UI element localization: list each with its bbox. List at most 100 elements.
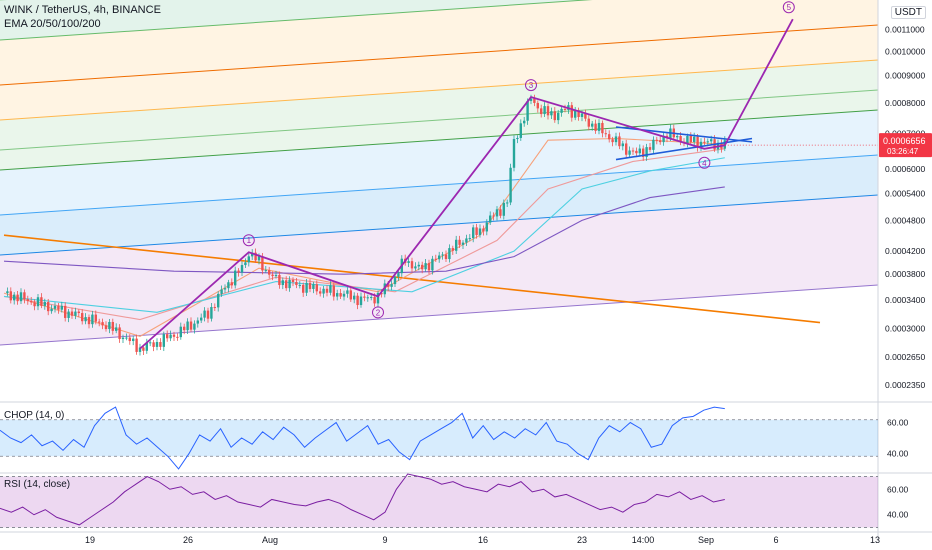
currency-button[interactable]: USDT — [890, 6, 926, 19]
candle — [376, 292, 380, 304]
candle — [618, 136, 621, 147]
candle — [431, 258, 434, 271]
candle — [125, 337, 128, 339]
candle — [193, 323, 196, 330]
indicator-line — [0, 406, 725, 470]
candle — [635, 150, 638, 154]
y-tick-label: 0.0003800 — [885, 269, 925, 279]
candle — [206, 310, 210, 319]
candle — [159, 342, 162, 347]
candle — [268, 270, 271, 275]
candle — [302, 284, 305, 293]
candle — [699, 141, 703, 148]
candle — [519, 123, 522, 138]
candle — [465, 238, 468, 243]
candle — [223, 288, 227, 290]
ema-line-4 — [3, 186, 725, 275]
candle — [176, 336, 179, 338]
candle — [472, 227, 475, 239]
x-tick-label: 19 — [85, 535, 95, 545]
candle — [424, 263, 427, 270]
price-badge-value: 0.0006656 — [883, 136, 926, 146]
y-tick-label: 0.0002350 — [885, 380, 925, 390]
candle — [145, 342, 148, 351]
x-tick-label: 13 — [870, 535, 880, 545]
y-tick-label: 0.0004200 — [885, 246, 925, 256]
candle — [468, 238, 471, 240]
candle — [441, 254, 444, 256]
candle — [625, 143, 628, 155]
indicator-line — [0, 473, 725, 526]
candle — [329, 285, 332, 293]
candle — [370, 296, 373, 298]
candle — [438, 255, 441, 260]
price-badge-countdown: 03:26:47 — [887, 147, 919, 156]
candle — [482, 228, 485, 232]
candle — [13, 294, 16, 301]
candle — [509, 167, 512, 203]
candle — [648, 147, 652, 150]
candle — [591, 123, 594, 127]
candle — [19, 292, 23, 302]
candle — [70, 311, 74, 316]
candle — [655, 139, 658, 141]
candle — [6, 291, 9, 294]
candle — [217, 293, 220, 308]
candle — [81, 313, 84, 322]
candle — [84, 317, 87, 322]
candle — [53, 305, 57, 309]
channel-line — [0, 194, 879, 256]
candle — [577, 111, 580, 118]
candle — [563, 108, 567, 110]
candle — [608, 134, 611, 140]
candle — [98, 321, 101, 323]
candle — [298, 284, 301, 286]
candle — [448, 248, 451, 260]
y-tick-label: 0.0009000 — [885, 71, 925, 81]
indicator-tick: 40.00 — [887, 448, 909, 458]
candle — [662, 135, 665, 143]
candle — [247, 256, 250, 263]
y-tick-label: 0.0004800 — [885, 215, 925, 225]
channel-band — [0, 0, 878, 120]
indicator-tick: 60.00 — [887, 418, 909, 428]
x-tick-label: 6 — [773, 535, 778, 545]
candle — [621, 143, 624, 147]
candle — [336, 293, 339, 297]
candle — [40, 297, 43, 306]
candle — [254, 252, 257, 261]
candle — [427, 263, 431, 271]
y-tick-label: 0.0002650 — [885, 352, 925, 362]
price-badge — [879, 133, 932, 158]
channel-band — [0, 60, 878, 170]
wave-label-ring — [698, 156, 711, 169]
candle — [237, 270, 240, 273]
candle — [295, 282, 298, 286]
candle — [451, 248, 454, 251]
candle — [363, 296, 366, 298]
candle — [458, 239, 461, 245]
candle — [278, 274, 281, 286]
candle — [9, 291, 12, 301]
wave-label-ring — [242, 234, 255, 247]
candle — [281, 280, 284, 286]
candle — [604, 133, 607, 135]
indicator-band — [0, 419, 878, 457]
candle — [533, 98, 536, 103]
candle — [186, 321, 189, 331]
candle — [94, 314, 97, 322]
x-tick-label: Sep — [698, 535, 714, 545]
candle — [455, 239, 458, 251]
candle — [444, 254, 448, 260]
candle — [645, 147, 648, 157]
candle — [50, 308, 53, 312]
candle — [315, 284, 318, 292]
y-tick-label: 0.0011000 — [885, 24, 925, 34]
candle — [138, 347, 142, 352]
candle — [696, 136, 699, 148]
candle — [172, 334, 176, 337]
candle — [703, 141, 706, 143]
indicator-tick: 40.00 — [887, 510, 909, 520]
candle — [319, 291, 322, 294]
